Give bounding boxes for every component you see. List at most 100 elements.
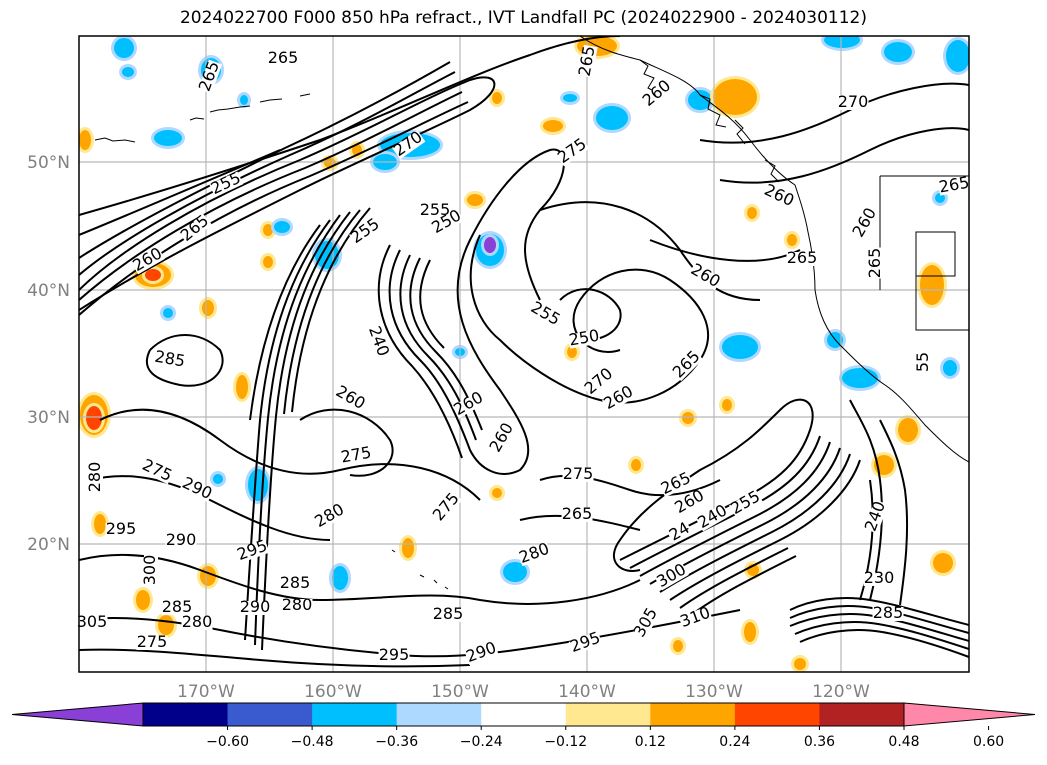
contour-label-text: 305 xyxy=(77,612,108,631)
shading-patch xyxy=(682,412,694,424)
contour-label-background xyxy=(567,329,601,349)
shading-patch xyxy=(236,375,248,399)
colorbar-bin xyxy=(650,703,736,726)
shading-patch xyxy=(274,221,290,233)
shading-patch xyxy=(263,256,273,268)
shading-patch xyxy=(543,120,563,132)
contour-label-background xyxy=(641,78,674,110)
contour-label-background xyxy=(432,608,464,622)
contour-label-background xyxy=(671,349,704,382)
shading-patch xyxy=(935,193,945,203)
contour-label: 250 xyxy=(567,326,601,350)
contour-label-background xyxy=(678,606,713,631)
shading-patch xyxy=(898,418,918,442)
contour-label: 290 xyxy=(165,530,197,549)
contour-label-background xyxy=(179,213,212,245)
contour-label: 285 xyxy=(872,603,904,622)
shading-patch xyxy=(467,194,483,206)
map-frame xyxy=(78,35,970,673)
shading-patch xyxy=(933,553,953,573)
contour-label-background xyxy=(863,572,895,586)
contour-label-text: 295 xyxy=(106,519,137,538)
shading-patch xyxy=(79,130,91,150)
contour-label: 285 xyxy=(432,604,464,623)
shading-patch xyxy=(402,538,414,558)
shading-patch xyxy=(563,94,577,102)
lon-label: 140°W xyxy=(558,682,616,702)
colorbar-bin xyxy=(819,703,905,726)
shading-patch xyxy=(240,95,248,105)
lat-label: 40°N xyxy=(27,281,70,301)
colorbar-bin xyxy=(143,703,229,726)
lon-label: 130°W xyxy=(685,682,743,702)
shading-patch xyxy=(145,269,161,281)
contour-label-text: 290 xyxy=(166,530,197,549)
lon-label: 150°W xyxy=(431,682,489,702)
shading-patch xyxy=(794,658,806,670)
contour-label: 275 xyxy=(562,464,594,483)
contour-label-background xyxy=(688,262,722,291)
contour-label-background xyxy=(181,616,213,630)
shading-patch xyxy=(484,237,496,253)
contour-label-text: 265 xyxy=(268,48,299,67)
shading-patch xyxy=(920,265,944,305)
contour-label-text: 300 xyxy=(140,555,159,586)
colorbar-bin xyxy=(481,703,567,726)
contour-label: 270 xyxy=(837,92,869,111)
colorbar-tick-label: 0.36 xyxy=(804,734,835,750)
contour-label: 55 xyxy=(913,351,932,373)
shading-patch xyxy=(492,92,502,104)
shading-patch xyxy=(943,360,957,376)
contour-label-background xyxy=(602,384,636,413)
contour-label: 230 xyxy=(863,568,895,587)
contour-label-background xyxy=(488,421,517,455)
contour-label-text: 280 xyxy=(85,462,104,493)
contour-label-text: 295 xyxy=(379,645,410,664)
contour-label-text: 275 xyxy=(137,632,168,651)
colorbar-bin xyxy=(734,703,820,726)
contour-label-background xyxy=(464,641,499,666)
shading-patch xyxy=(332,566,348,590)
contour-label-background xyxy=(279,577,311,591)
contour-label: 265 xyxy=(786,248,818,267)
shading-patch xyxy=(631,459,641,471)
contour-label: 295 xyxy=(378,645,410,664)
shading-patch xyxy=(503,562,527,582)
contour-label-background xyxy=(666,520,694,545)
shading-patch xyxy=(213,474,223,484)
contour-label-background xyxy=(419,204,451,218)
contour-label: 265 xyxy=(561,504,593,523)
colorbar-bin xyxy=(396,703,482,726)
shading-patch xyxy=(154,130,182,146)
contour-label-background xyxy=(339,446,373,466)
shading-patch xyxy=(842,368,878,388)
contour-label-background xyxy=(161,601,193,615)
lat-label: 30°N xyxy=(27,408,70,428)
shading-patch xyxy=(94,514,106,534)
contour-label: 275 xyxy=(136,632,168,651)
contour-label-background xyxy=(89,461,103,493)
colorbar-tick-label: −0.12 xyxy=(544,734,587,750)
contour-label-background xyxy=(209,171,244,198)
contour-label-background xyxy=(528,300,562,329)
lon-label: 170°W xyxy=(177,682,235,702)
lat-label: 50°N xyxy=(27,153,70,173)
contour-label: 305 xyxy=(76,612,108,631)
colorbar-extend-low xyxy=(11,702,144,727)
contour-label-background xyxy=(153,350,187,370)
shading-patch xyxy=(787,234,797,246)
contour-label-background xyxy=(561,508,593,522)
contour-label-background xyxy=(517,542,552,567)
shading-patch xyxy=(946,40,969,72)
shading-patch xyxy=(86,406,102,430)
contour-label-background xyxy=(872,607,904,621)
contour-label-background xyxy=(391,130,426,160)
shading-patch xyxy=(248,469,268,501)
contour-label-background xyxy=(583,366,616,398)
contour-label-background xyxy=(729,489,763,518)
contour-label-background xyxy=(198,59,223,94)
lat-lon-gridlines xyxy=(79,36,969,672)
colorbar-tick-label: 0.48 xyxy=(888,734,919,750)
contour-label-background xyxy=(76,616,108,630)
contour-label: 285 xyxy=(153,347,187,371)
